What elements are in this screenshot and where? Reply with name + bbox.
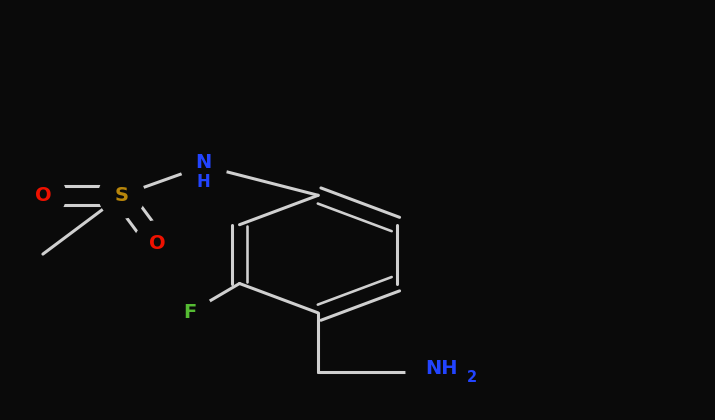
Circle shape <box>20 173 66 218</box>
Text: NH: NH <box>425 359 458 378</box>
Circle shape <box>134 221 180 266</box>
Text: O: O <box>34 186 51 205</box>
Circle shape <box>167 290 212 336</box>
Text: F: F <box>183 303 196 323</box>
Circle shape <box>99 173 144 218</box>
Text: S: S <box>114 186 129 205</box>
Text: H: H <box>197 173 211 191</box>
Text: 2: 2 <box>467 370 477 385</box>
Circle shape <box>406 349 452 394</box>
Text: N: N <box>196 153 212 172</box>
Circle shape <box>181 143 227 189</box>
Text: O: O <box>149 234 166 253</box>
